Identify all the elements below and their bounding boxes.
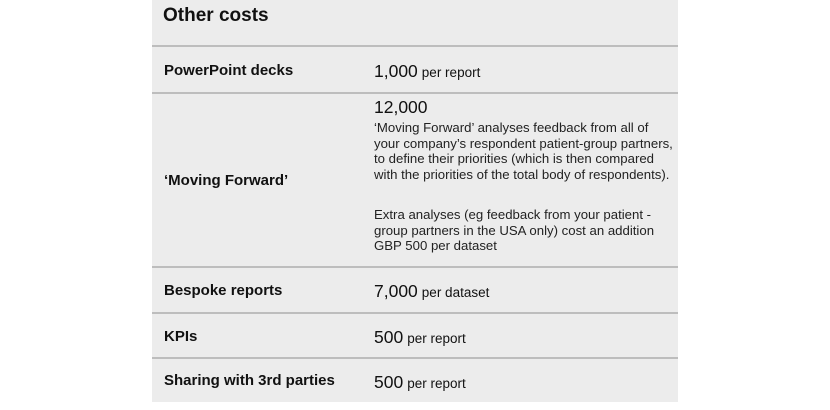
- table-row: PowerPoint decks 1,000 per report: [152, 47, 678, 94]
- row-label: Sharing with 3rd parties: [164, 372, 335, 389]
- row-value: 500 per report: [374, 327, 466, 348]
- table-row: KPIs 500 per report: [152, 314, 678, 359]
- row-value: 1,000 per report: [374, 61, 480, 82]
- table-row: Sharing with 3rd parties 500 per report: [152, 359, 678, 402]
- row-label: KPIs: [164, 328, 198, 345]
- cost-unit: per report: [407, 376, 466, 391]
- cost-amount: 500: [374, 372, 404, 392]
- description-paragraph: Extra analyses (eg feedback from your pa…: [374, 207, 655, 254]
- cost-amount: 7,000: [374, 281, 418, 301]
- table-row: Bespoke reports 7,000 per dataset: [152, 268, 678, 314]
- cost-unit: per dataset: [421, 285, 490, 300]
- cost-amount: 12,000: [374, 97, 428, 117]
- cost-amount: 500: [374, 327, 404, 347]
- description-paragraph: ‘Moving Forward’ analyses feedback from …: [374, 120, 673, 182]
- table-row: ‘Moving Forward’ 12,000 ‘Moving Forward’…: [152, 94, 678, 268]
- row-label: PowerPoint decks: [164, 62, 294, 79]
- row-value: 12,000: [374, 97, 428, 118]
- other-costs-table: Other costs PowerPoint decks 1,000 per re…: [152, 0, 678, 402]
- cost-unit: per report: [407, 331, 466, 346]
- table-header: Other costs: [152, 0, 678, 47]
- row-label: Bespoke reports: [164, 282, 283, 299]
- cost-unit: per report: [421, 65, 481, 80]
- row-value: 7,000 per dataset: [374, 281, 489, 302]
- cost-amount: 1,000: [374, 61, 418, 81]
- row-label: ‘Moving Forward’: [164, 172, 289, 189]
- row-value: 500 per report: [374, 372, 466, 393]
- table-title: Other costs: [163, 5, 269, 26]
